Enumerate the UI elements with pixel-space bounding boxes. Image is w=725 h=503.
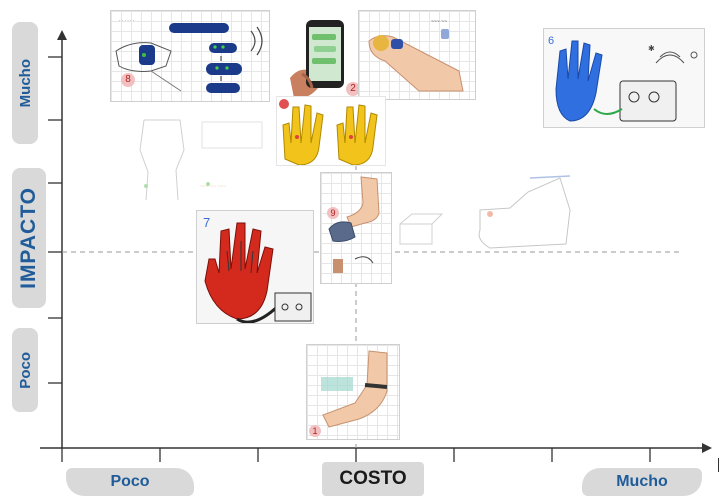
card-8-wrist-sketch: . . . . . . 8 <box>110 10 270 102</box>
y-axis-ticks <box>48 56 62 384</box>
y-axis-arrow <box>57 30 67 40</box>
card-yellow-number-badge <box>279 99 289 109</box>
arm-sketch-illustration: ~~~ ~~ <box>368 19 464 92</box>
y-low-label: Poco <box>12 328 38 412</box>
y-axis-title: IMPACTO <box>12 168 46 308</box>
card-2-arm-sketch: ~~~ ~~ <box>358 10 476 100</box>
svg-text:~~~ ~~: ~~~ ~~ <box>431 19 447 25</box>
card-7-red-glove: 7 <box>196 210 314 324</box>
faint-arm-sketch <box>390 170 672 260</box>
y-high-label: Mucho <box>12 22 38 144</box>
arm-glove-illustration <box>328 176 380 273</box>
faint-arm-illustration <box>399 175 571 249</box>
faint-body-sketch: ~~~ ~~ ~~~ <box>130 110 270 202</box>
phone-illustration <box>290 20 344 99</box>
x-high-text: Mucho <box>616 473 668 490</box>
card-9-number: 9 <box>327 207 339 219</box>
x-axis-arrow <box>702 443 712 453</box>
faint-body-illustration: ~~~ ~~ ~~~ <box>139 119 263 201</box>
y-title-text: IMPACTO <box>17 187 40 289</box>
card-6-blue-glove: ✱ 6 <box>543 28 705 128</box>
card-1-arm-band: 1 <box>306 344 400 440</box>
x-axis-title: COSTO <box>322 462 424 496</box>
card-6-number: 6 <box>548 35 555 47</box>
arm-band-illustration <box>321 350 388 428</box>
card-8-number: 8 <box>121 73 135 87</box>
card-9-arm-glove: 9 <box>320 172 392 284</box>
edge-mark <box>718 458 719 472</box>
card-7-number: 7 <box>203 215 211 230</box>
blue-glove-illustration: ✱ <box>555 40 698 122</box>
y-high-text: Mucho <box>16 58 34 108</box>
x-axis-ticks <box>61 448 651 462</box>
red-glove-illustration <box>204 222 312 323</box>
x-title-text: COSTO <box>339 468 407 489</box>
y-low-text: Poco <box>16 351 34 389</box>
svg-text:✱: ✱ <box>648 44 655 53</box>
x-low-label: Poco <box>66 468 194 496</box>
card-1-number: 1 <box>309 425 321 437</box>
yellow-gloves-illustration <box>282 104 378 165</box>
phone-in-hand-image: 2 <box>288 18 360 100</box>
x-high-label: Mucho <box>582 468 702 496</box>
yellow-gloves-image <box>276 96 386 166</box>
svg-text:. . . . . .: . . . . . . <box>119 17 134 23</box>
x-low-text: Poco <box>110 473 150 490</box>
card-2-number: 2 <box>346 82 360 96</box>
wrist-sketch-illustration: . . . . . . <box>115 17 263 93</box>
svg-text:~~~ ~~ ~~~: ~~~ ~~ ~~~ <box>200 184 226 190</box>
